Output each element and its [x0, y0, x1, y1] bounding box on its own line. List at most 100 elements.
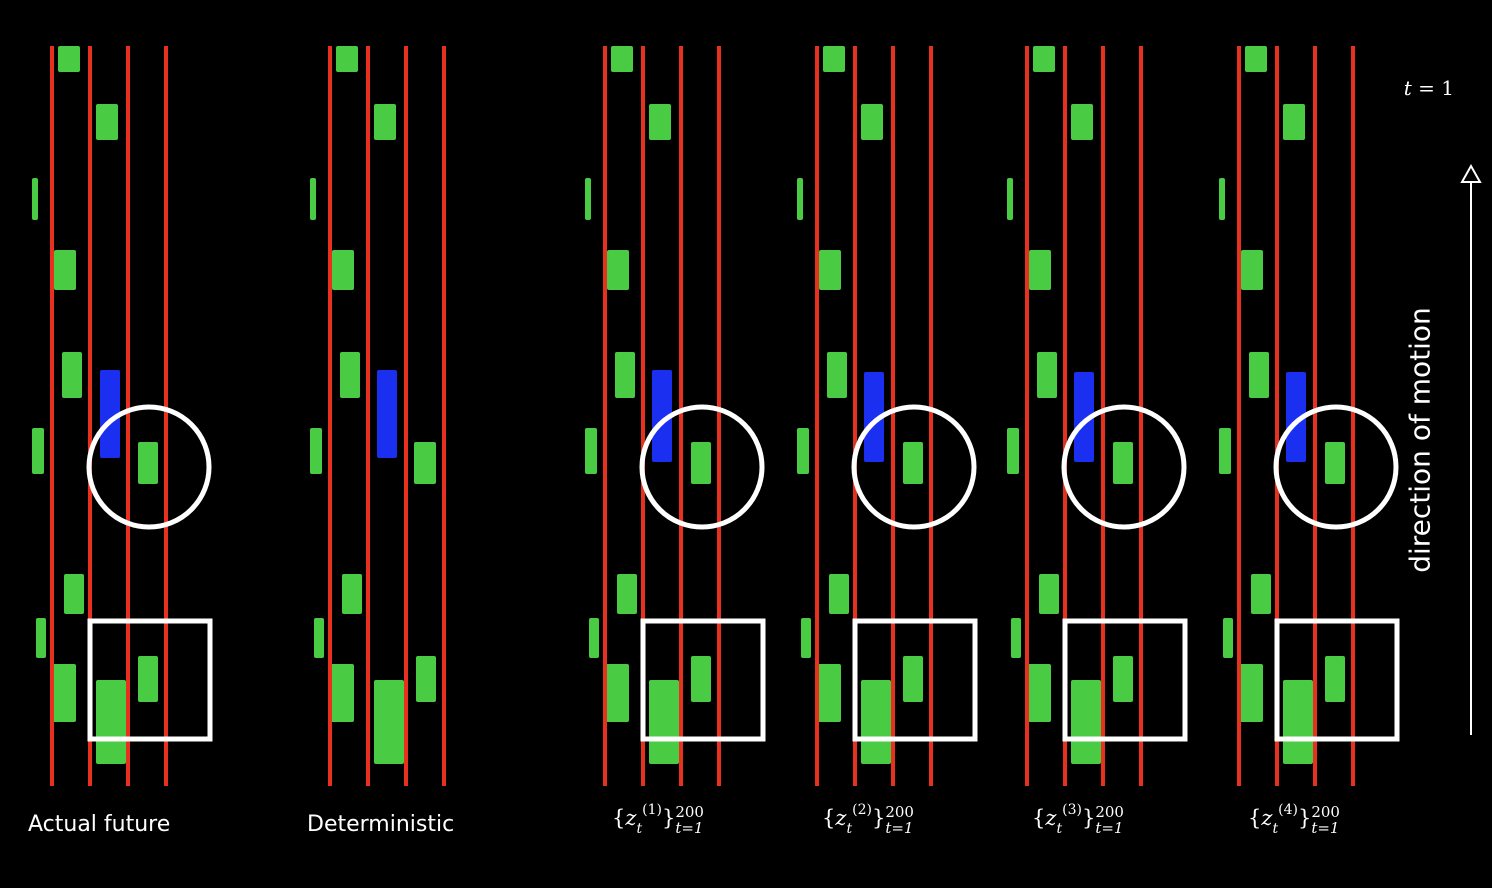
highlight-box-sample-2 [852, 618, 978, 742]
vehicle-sample-2-0 [823, 46, 845, 72]
lane-line-sample-4-1 [1275, 46, 1279, 786]
vehicle-sample-4-2 [1219, 178, 1225, 220]
highlight-box-actual [87, 618, 213, 742]
lane-line-actual-0 [50, 46, 54, 786]
lane-line-deterministic-1 [366, 46, 370, 786]
vehicle-sample-1-4 [615, 352, 635, 398]
panel-label-actual-future: Actual future [28, 812, 171, 837]
vehicle-sample-2-6 [903, 442, 923, 484]
vehicle-sample-4-3 [1241, 250, 1263, 290]
lane-line-sample-3-1 [1063, 46, 1067, 786]
vehicle-sample-3-9 [1025, 664, 1051, 722]
highlight-circle-sample-3 [1061, 404, 1187, 530]
panel-label-sample-4: {zt(4)} 200 t=1 [1248, 802, 1340, 837]
lane-line-actual-3 [164, 46, 168, 786]
vehicle-deterministic-4 [340, 352, 360, 398]
lane-line-sample-1-3 [717, 46, 721, 786]
vehicle-sample-4-7 [1223, 618, 1233, 658]
lane-line-sample-4-3 [1351, 46, 1355, 786]
time-step-label: t = 1 [1403, 76, 1454, 100]
vehicle-sample-3-1 [1071, 104, 1093, 140]
lane-line-sample-2-3 [929, 46, 933, 786]
lane-line-sample-1-0 [603, 46, 607, 786]
vehicle-sample-2-3 [819, 250, 841, 290]
panel-label-sample-1: {zt(1)} 200 t=1 [612, 802, 704, 837]
direction-of-motion-label: direction of motion [1403, 307, 1437, 573]
lane-line-deterministic-0 [328, 46, 332, 786]
vehicle-sample-4-9 [1237, 664, 1263, 722]
vehicle-sample-1-9 [603, 664, 629, 722]
vehicle-sample-1-2 [585, 178, 591, 220]
vehicle-sample-3-2 [1007, 178, 1013, 220]
lane-line-sample-3-3 [1139, 46, 1143, 786]
vehicle-sample-4-1 [1283, 104, 1305, 140]
vehicle-sample-3-4 [1037, 352, 1057, 398]
vehicle-sample-1-11 [691, 656, 711, 702]
vehicle-sample-3-7 [1011, 618, 1021, 658]
direction-arrow-head [1460, 163, 1482, 183]
vehicle-sample-2-9 [815, 664, 841, 722]
vehicle-actual-3 [54, 250, 76, 290]
vehicle-deterministic-11 [416, 656, 436, 702]
vehicle-deterministic-0 [336, 46, 358, 72]
vehicle-sample-1-3 [607, 250, 629, 290]
vehicle-deterministic-5 [310, 428, 322, 474]
vehicle-sample-3-10 [1071, 680, 1101, 764]
vehicle-sample-3-8 [1039, 574, 1059, 614]
vehicle-sample-4-5 [1219, 428, 1231, 474]
vehicle-sample-4-10 [1283, 680, 1313, 764]
vehicle-sample-2-8 [829, 574, 849, 614]
ego-vehicle-sample-3 [1074, 372, 1094, 462]
vehicle-actual-11 [138, 656, 158, 702]
highlight-circle-sample-1 [639, 404, 765, 530]
vehicle-sample-3-6 [1113, 442, 1133, 484]
highlight-box-sample-4 [1274, 618, 1400, 742]
highlight-box-sample-3 [1062, 618, 1188, 742]
vehicle-sample-1-5 [585, 428, 597, 474]
ego-vehicle-sample-4 [1286, 372, 1306, 462]
lane-line-sample-2-0 [815, 46, 819, 786]
vehicle-sample-2-11 [903, 656, 923, 702]
vehicle-sample-2-1 [861, 104, 883, 140]
vehicle-actual-4 [62, 352, 82, 398]
vehicle-sample-4-8 [1251, 574, 1271, 614]
vehicle-actual-9 [50, 664, 76, 722]
vehicle-actual-6 [138, 442, 158, 484]
vehicle-deterministic-2 [310, 178, 316, 220]
vehicle-actual-7 [36, 618, 46, 658]
vehicle-actual-10 [96, 680, 126, 764]
lane-line-sample-2-1 [853, 46, 857, 786]
lane-line-actual-1 [88, 46, 92, 786]
vehicle-actual-1 [96, 104, 118, 140]
vehicle-sample-4-11 [1325, 656, 1345, 702]
ego-vehicle-deterministic [377, 370, 397, 458]
vehicle-deterministic-10 [374, 680, 404, 764]
highlight-circle-sample-4 [1273, 404, 1399, 530]
vehicle-actual-5 [32, 428, 44, 474]
vehicle-actual-2 [32, 178, 38, 220]
vehicle-sample-2-2 [797, 178, 803, 220]
lane-line-deterministic-2 [404, 46, 408, 786]
lane-line-actual-2 [126, 46, 130, 786]
vehicle-sample-1-10 [649, 680, 679, 764]
vehicle-sample-1-8 [617, 574, 637, 614]
vehicle-sample-3-5 [1007, 428, 1019, 474]
ego-vehicle-actual [100, 370, 120, 458]
vehicle-sample-2-4 [827, 352, 847, 398]
vehicle-sample-4-0 [1245, 46, 1267, 72]
vehicle-sample-4-6 [1325, 442, 1345, 484]
vehicle-deterministic-8 [342, 574, 362, 614]
highlight-circle-sample-2 [851, 404, 977, 530]
vehicle-sample-1-1 [649, 104, 671, 140]
lane-line-sample-3-2 [1101, 46, 1105, 786]
panel-label-deterministic: Deterministic [307, 812, 455, 837]
lane-line-sample-2-2 [891, 46, 895, 786]
highlight-circle-actual [86, 404, 212, 530]
vehicle-sample-1-7 [589, 618, 599, 658]
vehicle-actual-8 [64, 574, 84, 614]
highlight-box-sample-1 [640, 618, 766, 742]
panel-label-sample-3: {zt(3)} 200 t=1 [1032, 802, 1124, 837]
vehicle-deterministic-3 [332, 250, 354, 290]
vehicle-deterministic-1 [374, 104, 396, 140]
